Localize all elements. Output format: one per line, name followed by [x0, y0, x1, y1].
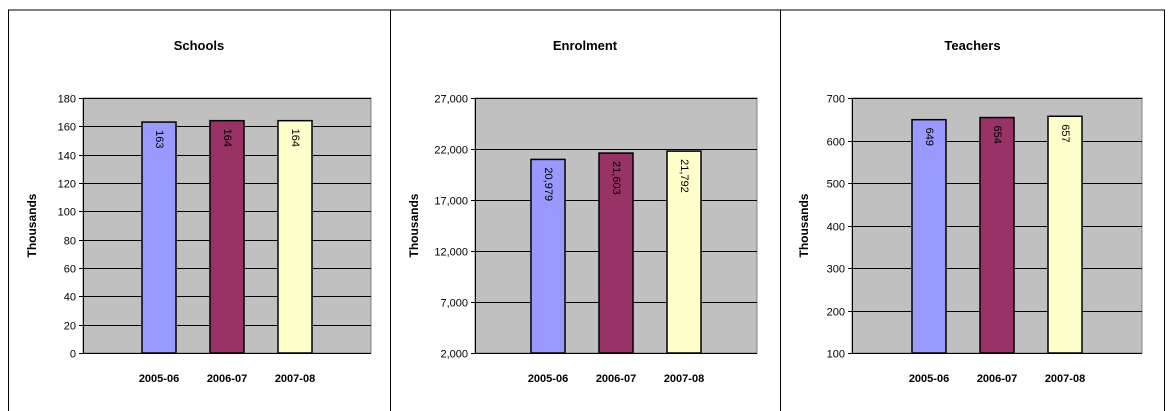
teachers-data-label: 649 [923, 128, 935, 146]
schools-bar-2005-06 [141, 121, 177, 354]
enrolment-ytick-label: 17,000 [434, 196, 468, 208]
teachers-chart: Teachers 100 200 300 400 500 600 700 Thousands 64… [797, 38, 1143, 385]
enrolment-bar-2007-08 [666, 150, 702, 354]
schools-chart-title: Schools [174, 38, 225, 53]
enrolment-ytick-label: 7,000 [440, 298, 468, 310]
teachers-y-axis-label: Thousands [797, 193, 811, 257]
teachers-data-label: 654 [991, 126, 1003, 144]
teachers-ytick-label: 300 [827, 264, 845, 276]
schools-ytick-label: 180 [58, 94, 76, 106]
schools-data-label: 164 [289, 129, 301, 147]
teachers-ytick-label: 100 [827, 349, 845, 361]
enrolment-xtick-label: 2006-07 [596, 373, 636, 385]
teachers-ytick-label: 200 [827, 307, 845, 319]
enrolment-chart: Enrolment 2,000 7,000 12,000 17,000 22,000 27,… [407, 38, 758, 385]
enrolment-ytick-label: 27,000 [434, 94, 468, 106]
enrolment-ytick-label: 22,000 [434, 145, 468, 157]
schools-ytick-label: 60 [64, 264, 76, 276]
teachers-ytick-label: 700 [827, 94, 845, 106]
schools-data-label: 163 [153, 130, 165, 148]
enrolment-data-label: 21,792 [678, 159, 690, 193]
schools-bar-2006-07 [209, 119, 245, 354]
schools-ytick-label: 40 [64, 292, 76, 304]
enrolment-data-label: 20,979 [542, 167, 554, 201]
schools-chart: Schools 0 20 40 60 80 100 120 140 160 180 Thousands… [25, 38, 372, 385]
teachers-bar-2006-07 [979, 116, 1015, 354]
schools-xtick-label: 2005-06 [139, 373, 179, 385]
teachers-xtick-label: 2007-08 [1045, 373, 1085, 385]
enrolment-xtick-label: 2005-06 [528, 373, 568, 385]
schools-ytick-label: 160 [58, 122, 76, 134]
enrolment-ytick-label: 12,000 [434, 247, 468, 259]
enrolment-ytick-label: 2,000 [440, 349, 468, 361]
enrolment-bar-2005-06 [530, 158, 566, 354]
schools-ytick-label: 140 [58, 151, 76, 163]
schools-ytick-label: 80 [64, 236, 76, 248]
enrolment-data-label: 21,603 [610, 161, 622, 195]
schools-ytick-label: 120 [58, 179, 76, 191]
teachers-ytick-label: 600 [827, 137, 845, 149]
schools-y-axis-label: Thousands [25, 193, 39, 257]
teachers-data-label: 657 [1059, 124, 1071, 142]
schools-data-label: 164 [221, 129, 233, 147]
schools-ytick-label: 0 [70, 349, 76, 361]
schools-ytick-label: 100 [58, 207, 76, 219]
teachers-chart-title: Teachers [944, 38, 1000, 53]
teachers-ytick-label: 400 [827, 222, 845, 234]
schools-ytick-label: 20 [64, 321, 76, 333]
enrolment-chart-title: Enrolment [553, 38, 618, 53]
enrolment-bar-2006-07 [598, 152, 634, 354]
teachers-bar-2007-08 [1047, 115, 1083, 354]
teachers-xtick-label: 2006-07 [977, 373, 1017, 385]
teachers-bar-2005-06 [911, 118, 947, 354]
schools-bar-2007-08 [277, 119, 313, 354]
schools-xtick-label: 2007-08 [275, 373, 315, 385]
teachers-xtick-label: 2005-06 [909, 373, 949, 385]
schools-xtick-label: 2006-07 [207, 373, 247, 385]
teachers-ytick-label: 500 [827, 179, 845, 191]
enrolment-y-axis-label: Thousands [407, 193, 421, 257]
enrolment-xtick-label: 2007-08 [664, 373, 704, 385]
